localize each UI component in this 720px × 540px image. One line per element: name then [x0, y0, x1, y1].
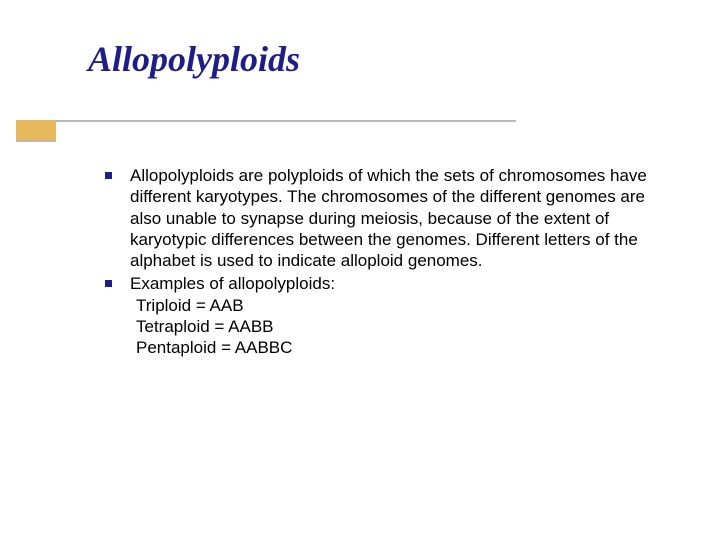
divider-line-top	[16, 120, 516, 122]
example-line: Pentaploid = AABBC	[130, 337, 335, 358]
slide-title: Allopolyploids	[88, 38, 300, 80]
bullet-text: Allopolyploids are polyploids of which t…	[130, 165, 665, 271]
example-line: Tetraploid = AABB	[130, 316, 335, 337]
square-bullet-icon	[105, 172, 112, 179]
bullet-lead-text: Examples of allopolyploids:	[130, 274, 335, 293]
example-line: Triploid = AAB	[130, 295, 335, 316]
bullet-text: Examples of allopolyploids: Triploid = A…	[130, 273, 335, 358]
square-bullet-icon	[105, 280, 112, 287]
content-area: Allopolyploids are polyploids of which t…	[105, 165, 665, 360]
divider-line-short	[16, 140, 56, 142]
slide-title-wrap: Allopolyploids	[88, 38, 300, 80]
bullet-item: Allopolyploids are polyploids of which t…	[105, 165, 665, 271]
bullet-item: Examples of allopolyploids: Triploid = A…	[105, 273, 665, 358]
accent-box	[16, 120, 56, 140]
